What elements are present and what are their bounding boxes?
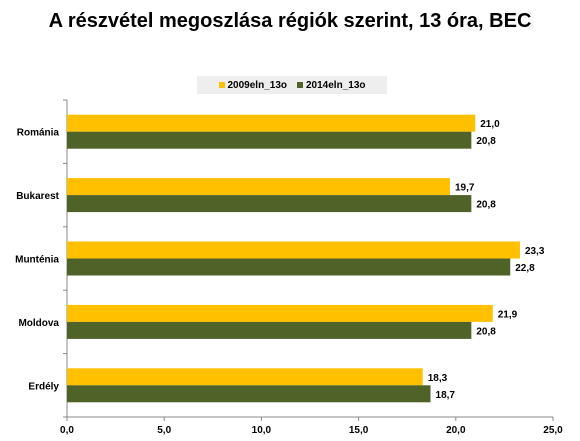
data-label: 21,9: [498, 309, 518, 320]
chart-title: A részvétel megoszlása régiók szerint, 1…: [48, 10, 532, 32]
category-label: Munténia: [15, 255, 59, 266]
legend-entry-2014: 2014eln_13o: [297, 80, 366, 91]
data-label: 18,3: [428, 373, 448, 384]
category-label: Románia: [17, 128, 60, 139]
bar-2009eln_13o: [67, 178, 450, 196]
legend-swatch-2009: [218, 82, 225, 88]
legend-swatch-2014: [297, 82, 303, 88]
bar-2009eln_13o: [67, 304, 493, 322]
legend-label-2009: 2009eln_13o: [227, 79, 288, 91]
data-label: 21,0: [480, 119, 500, 130]
bar-2009eln_13o: [67, 368, 423, 386]
bar-2014eln_13o: [67, 258, 511, 276]
x-tick-label: 15,0: [349, 425, 369, 436]
x-tick-label: 0,0: [60, 425, 74, 436]
data-label: 20,8: [476, 200, 496, 211]
x-tick-label: 10,0: [252, 425, 272, 436]
legend-label-2014: 2014eln_13o: [306, 79, 366, 91]
x-tick-label: 20,0: [446, 425, 466, 436]
data-label: 20,8: [476, 136, 496, 147]
bar-2014eln_13o: [67, 131, 472, 149]
data-label: 18,7: [436, 390, 456, 401]
data-label: 23,3: [525, 246, 545, 257]
x-tick-label: 5,0: [157, 425, 171, 436]
bar-2009eln_13o: [67, 114, 476, 132]
data-label: 22,8: [515, 263, 535, 274]
bar-2014eln_13o: [67, 385, 431, 403]
legend-entry-2009: 2009eln_13o: [218, 79, 288, 91]
category-label: Bukarest: [16, 191, 59, 202]
category-label: Moldova: [18, 318, 59, 329]
legend: 2009eln_13o 2014eln_13o: [197, 76, 387, 94]
bar-2014eln_13o: [67, 195, 472, 213]
x-tick-label: 25,0: [543, 425, 563, 436]
category-label: Erdély: [28, 381, 59, 392]
data-label: 20,8: [476, 326, 496, 337]
data-label: 19,7: [455, 183, 475, 194]
bar-2009eln_13o: [67, 241, 520, 259]
bar-2014eln_13o: [67, 321, 472, 339]
